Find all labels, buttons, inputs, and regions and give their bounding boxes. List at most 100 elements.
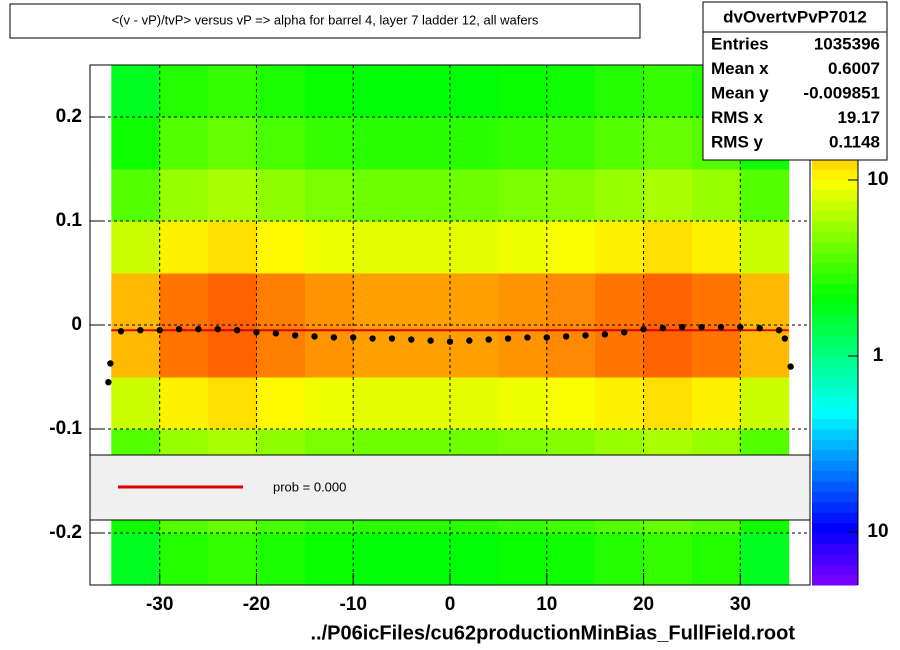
heatmap-cell: [643, 325, 693, 378]
profile-point: [485, 336, 492, 343]
palette-step: [812, 335, 858, 347]
title-box: [9, 3, 641, 39]
profile-point: [679, 323, 686, 331]
palette-step: [812, 169, 858, 180]
palette-step: [812, 377, 858, 388]
heatmap-cell: [159, 273, 209, 326]
heatmap-cell: [643, 533, 693, 586]
heatmap-cell: [546, 533, 596, 586]
stats-value: -0.009851: [803, 83, 880, 102]
palette-step: [812, 512, 858, 524]
profile-point: [543, 334, 550, 341]
heatmap-cell: [111, 169, 161, 222]
heatmap-cell: [256, 533, 306, 586]
z-tick-label: 1: [873, 345, 884, 366]
heatmap-cell: [256, 325, 306, 378]
heatmap-cell: [159, 377, 209, 430]
heatmap-cell: [353, 221, 403, 274]
heatmap-cell: [595, 221, 645, 274]
heatmap-cell: [740, 221, 790, 274]
x-tick-label: 30: [730, 594, 751, 615]
heatmap-cell: [111, 377, 161, 430]
palette-step: [812, 387, 858, 399]
heatmap-cell: [208, 377, 257, 430]
palette-step: [812, 439, 858, 451]
heatmap-cell: [304, 325, 354, 378]
x-tick-label: 0: [445, 594, 456, 615]
profile-point: [233, 327, 241, 334]
palette-step: [812, 553, 858, 565]
palette-step: [812, 501, 858, 513]
heatmap-cell: [691, 325, 741, 378]
x-tick-label: -10: [339, 594, 366, 615]
heatmap-cell: [304, 377, 354, 430]
heatmap-cell: [691, 533, 741, 586]
heatmap-cell: [401, 273, 451, 326]
heatmap-cell: [208, 533, 257, 586]
palette-step: [812, 262, 858, 274]
heatmap-cell: [353, 533, 403, 586]
palette-step: [812, 481, 858, 492]
heatmap-cell: [401, 377, 451, 430]
heatmap-cell: [450, 273, 499, 326]
heatmap-cell: [643, 221, 693, 274]
heatmap-cell: [353, 325, 403, 378]
heatmap-cell: [498, 169, 548, 222]
legend: prob = 0.000: [89, 454, 811, 521]
stats-box: dvOvertvPvP7012 Entries 1035396 Mean x 0.60…: [702, 1, 888, 161]
heatmap-cell: [498, 325, 548, 378]
chart-title: <(v - vP)/tvP> versus vP => alpha for ba…: [112, 12, 539, 27]
heatmap-cell: [740, 377, 790, 430]
palette-step: [812, 189, 858, 201]
palette-step: [812, 252, 858, 264]
profile-point: [640, 325, 647, 333]
palette-step: [812, 449, 858, 461]
profile-point: [781, 335, 789, 342]
profile-point: [156, 327, 163, 334]
x-tick-label: 10: [536, 594, 557, 615]
profile-point: [562, 333, 570, 340]
heatmap-cell: [159, 533, 209, 586]
profile-point: [253, 329, 260, 336]
heatmap-cell: [643, 273, 693, 326]
x-tick-label: 20: [633, 594, 654, 615]
palette-step: [812, 543, 858, 555]
profile-point: [775, 327, 783, 334]
heatmap-cell: [111, 273, 161, 326]
heatmap-cell: [159, 325, 209, 378]
profile-point: [582, 332, 589, 339]
heatmap-cell: [401, 169, 451, 222]
heatmap-cell: [595, 169, 645, 222]
heatmap-cell: [740, 533, 790, 586]
profile-point: [175, 325, 183, 333]
heatmap-cell: [498, 65, 548, 118]
heatmap-cell: [353, 169, 403, 222]
palette-step: [812, 418, 858, 430]
heatmap-cell: [643, 377, 693, 430]
heatmap-cell: [401, 65, 451, 118]
heatmap-cell: [304, 169, 354, 222]
stats-label: Mean y: [711, 83, 769, 102]
stats-value: 0.6007: [828, 59, 880, 78]
profile-point: [105, 379, 112, 386]
heatmap-cell: [208, 169, 257, 222]
y-tick-label: 0.2: [56, 106, 82, 127]
palette-step: [812, 325, 858, 336]
palette-step: [812, 158, 858, 170]
palette-step: [812, 522, 858, 534]
profile-point: [214, 325, 221, 333]
heatmap-cell: [691, 377, 741, 430]
heatmap-cell: [353, 377, 403, 430]
heatmap-cell: [643, 65, 693, 118]
heatmap-cell: [450, 169, 499, 222]
palette-step: [812, 366, 858, 378]
heatmap-cell: [691, 169, 741, 222]
stats-value: 0.1148: [829, 132, 880, 151]
profile-point: [659, 324, 667, 332]
plot-area: [90, 65, 810, 586]
profile-point: [524, 334, 531, 341]
heatmap-cell: [498, 273, 548, 326]
stats-value: 19.17: [837, 108, 880, 127]
y-tick-label: -0.2: [49, 522, 82, 543]
